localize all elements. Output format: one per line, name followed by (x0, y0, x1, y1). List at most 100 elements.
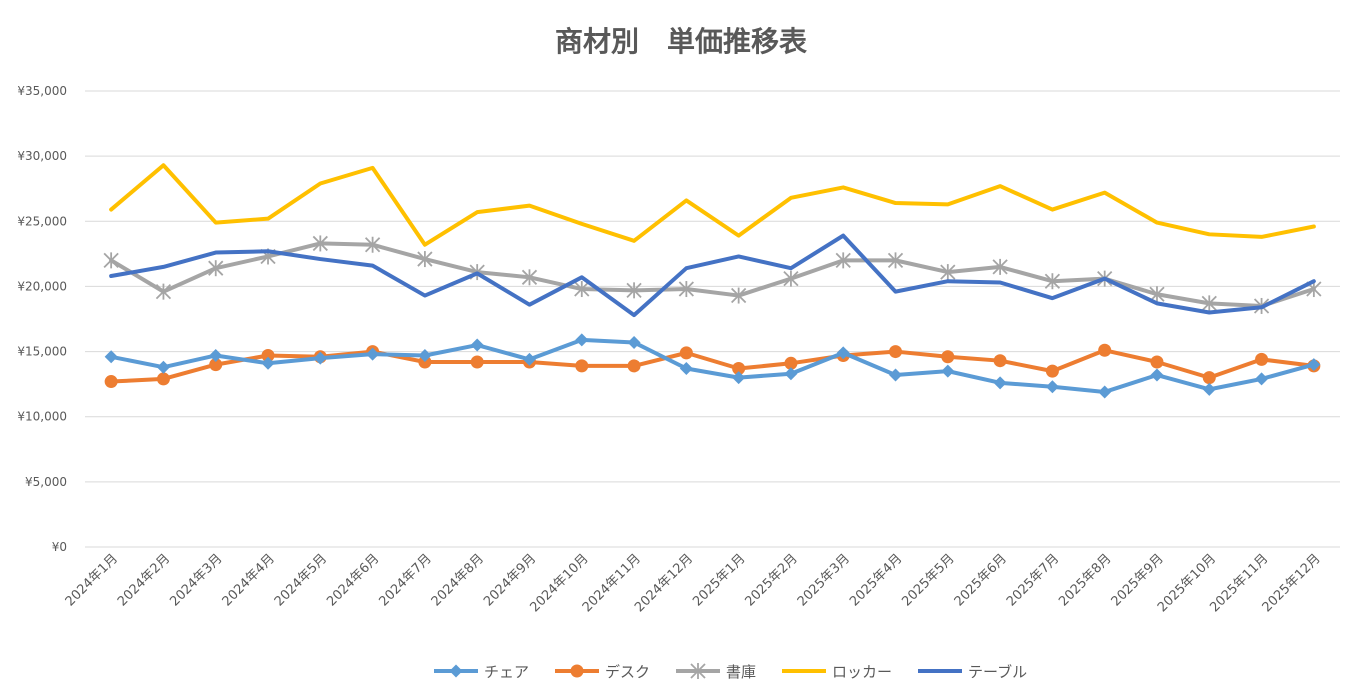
data-point (470, 355, 484, 369)
series-4 (109, 163, 1316, 247)
data-point (941, 350, 955, 364)
data-point (783, 270, 799, 287)
x-tick-label: 2024年5月 (272, 551, 330, 609)
data-point (836, 346, 850, 360)
y-tick-label: ¥15,000 (17, 345, 67, 359)
legend-item: チェア (434, 663, 529, 681)
y-axis-ticks: ¥0 ¥5,000 ¥10,000 ¥15,000 ¥20,000 ¥25,000 ¥30,… (17, 84, 67, 554)
data-point (993, 376, 1007, 390)
legend-marker (570, 664, 584, 678)
data-point (941, 364, 955, 378)
data-point (1044, 273, 1061, 290)
data-point (261, 348, 275, 362)
data-point (1202, 371, 1216, 385)
data-point (1045, 364, 1059, 378)
series-line (109, 348, 1316, 384)
data-point (1202, 382, 1216, 396)
legend-label: チェア (484, 663, 529, 681)
x-tick-label: 2024年6月 (324, 551, 382, 609)
legend-item: デスク (555, 663, 650, 681)
data-point (992, 258, 1008, 275)
data-point (835, 252, 851, 269)
data-point (626, 282, 642, 299)
data-point (575, 333, 589, 347)
data-point (208, 260, 224, 277)
data-point (470, 338, 484, 352)
legend-label: デスク (605, 663, 650, 681)
data-point (679, 362, 693, 376)
y-tick-label: ¥30,000 (17, 149, 67, 163)
data-point (1149, 286, 1165, 303)
legend-item: テーブル (918, 663, 1027, 681)
gridlines (85, 90, 1340, 548)
legend-item: ロッカー (782, 663, 892, 681)
x-tick-label: 2024年1月 (63, 551, 121, 609)
data-point (887, 252, 904, 269)
data-point (209, 348, 223, 362)
data-point (155, 283, 172, 300)
data-point (993, 354, 1007, 368)
data-point (1201, 295, 1217, 312)
data-point (366, 347, 380, 361)
y-tick-label: ¥25,000 (17, 214, 67, 228)
data-point (889, 368, 903, 382)
series-5 (109, 233, 1316, 318)
x-tick-label: 2025年5月 (899, 551, 957, 609)
x-tick-label: 2024年8月 (429, 551, 487, 609)
legend-marker (690, 663, 706, 679)
legend-label: 書庫 (726, 663, 756, 681)
data-point (1150, 355, 1164, 369)
data-point (522, 352, 536, 366)
x-tick-label: 2025年7月 (1004, 551, 1062, 609)
x-tick-label: 2025年3月 (795, 551, 853, 609)
data-point (156, 360, 170, 374)
x-axis-ticks: 2024年1月2024年2月2024年3月2024年4月2024年5月2024年… (63, 551, 1324, 615)
data-point (364, 236, 381, 253)
y-tick-label: ¥20,000 (17, 279, 67, 293)
series-line (109, 233, 1316, 318)
data-point (521, 269, 538, 286)
data-point (1307, 358, 1321, 372)
data-point (627, 335, 641, 349)
series-3 (103, 235, 1322, 314)
y-tick-label: ¥5,000 (25, 475, 67, 489)
x-tick-label: 2024年3月 (167, 551, 225, 609)
x-tick-label: 2024年2月 (115, 551, 173, 609)
series-lines (103, 163, 1322, 399)
data-point (627, 359, 641, 373)
x-tick-label: 2024年7月 (376, 551, 434, 609)
y-tick-label: ¥10,000 (17, 410, 67, 424)
x-tick-label: 2024年4月 (220, 551, 278, 609)
legend-label: ロッカー (832, 663, 892, 681)
data-point (575, 359, 589, 373)
data-point (1255, 352, 1269, 366)
data-point (1045, 380, 1059, 394)
legend-item: 書庫 (676, 663, 756, 681)
data-point (418, 355, 432, 369)
data-point (312, 235, 328, 252)
data-point (574, 281, 590, 298)
data-point (103, 252, 119, 269)
x-tick-label: 2025年4月 (847, 551, 905, 609)
data-point (1255, 372, 1269, 386)
series-line (109, 163, 1316, 247)
data-point (889, 345, 903, 359)
series-1 (104, 333, 1321, 399)
legend-label: テーブル (968, 663, 1027, 681)
legend: チェア デスク 書庫 ロッカー テーブル (434, 663, 1027, 681)
data-point (731, 287, 747, 304)
data-point (313, 351, 327, 365)
data-point (784, 367, 798, 381)
data-point (732, 362, 746, 376)
legend-marker (449, 664, 463, 678)
data-point (418, 348, 432, 362)
y-tick-label: ¥0 (52, 540, 67, 554)
x-tick-label: 2025年6月 (952, 551, 1010, 609)
y-tick-label: ¥35,000 (17, 84, 67, 98)
data-point (784, 356, 798, 370)
chart-title: 商材別 単価推移表 (555, 25, 807, 58)
series-line (109, 337, 1316, 394)
data-point (679, 346, 693, 360)
